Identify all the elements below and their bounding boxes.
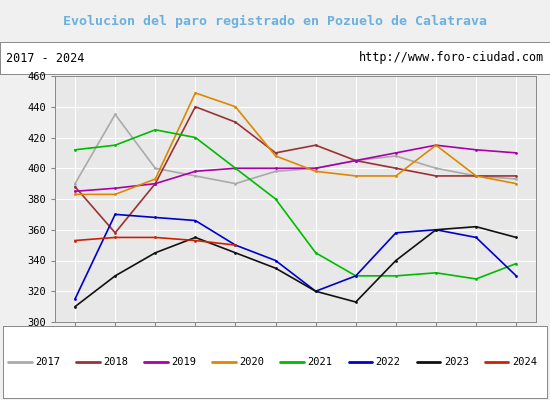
Text: 2020: 2020: [240, 357, 265, 367]
Text: 2017: 2017: [35, 357, 60, 367]
Text: Evolucion del paro registrado en Pozuelo de Calatrava: Evolucion del paro registrado en Pozuelo…: [63, 14, 487, 28]
Text: 2017 - 2024: 2017 - 2024: [6, 52, 84, 64]
Text: 2022: 2022: [376, 357, 401, 367]
Text: http://www.foro-ciudad.com: http://www.foro-ciudad.com: [359, 52, 544, 64]
Text: 2019: 2019: [172, 357, 196, 367]
Text: 2021: 2021: [307, 357, 333, 367]
Text: 2018: 2018: [103, 357, 129, 367]
Text: 2024: 2024: [512, 357, 537, 367]
Text: 2023: 2023: [444, 357, 469, 367]
